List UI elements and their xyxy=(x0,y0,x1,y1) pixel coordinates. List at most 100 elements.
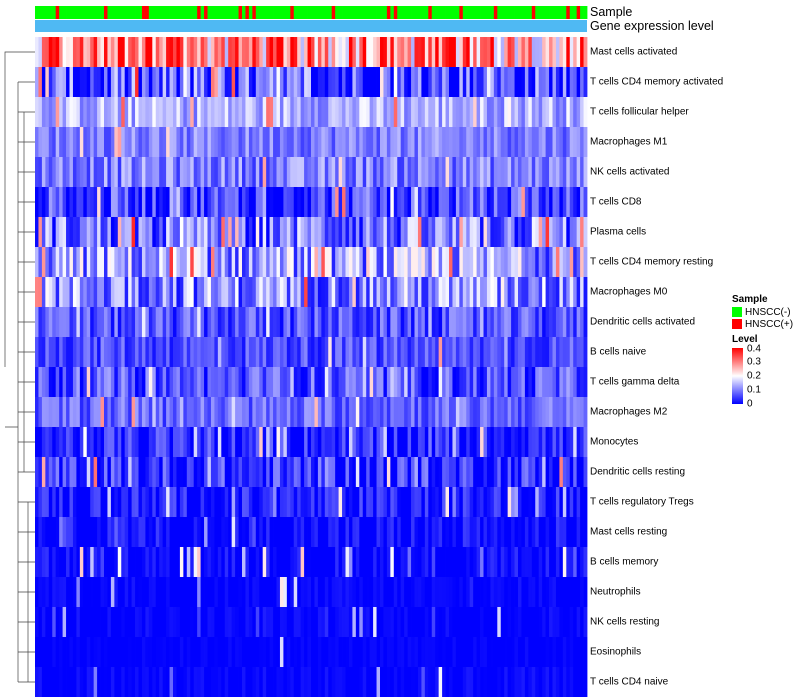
heatmap-cell xyxy=(117,457,122,487)
heatmap-cell xyxy=(79,517,84,547)
heatmap-cell xyxy=(417,67,422,97)
heatmap-cell xyxy=(459,127,464,157)
heatmap-cell xyxy=(459,487,464,517)
heatmap-cell xyxy=(321,337,326,367)
heatmap-cell xyxy=(242,487,246,517)
heatmap-cell xyxy=(104,637,108,667)
heatmap-cell xyxy=(538,37,543,67)
heatmap-cell xyxy=(283,217,288,247)
heatmap-cell xyxy=(518,427,522,457)
heatmap-cell xyxy=(110,517,115,547)
heatmap-cell xyxy=(41,337,46,367)
heatmap-cell xyxy=(59,457,63,487)
heatmap-cell xyxy=(83,367,88,397)
heatmap-cell xyxy=(397,637,402,667)
heatmap-cell xyxy=(210,127,215,157)
heatmap-cell xyxy=(348,127,353,157)
heatmap-cell xyxy=(535,187,540,217)
heatmap-cell xyxy=(445,97,450,127)
heatmap-cell xyxy=(335,37,339,67)
heatmap-cell xyxy=(166,667,170,697)
heatmap-cell xyxy=(266,607,270,637)
heatmap-cell xyxy=(131,127,136,157)
heatmap-cell xyxy=(124,367,129,397)
heatmap-cell xyxy=(493,217,498,247)
heatmap-cell xyxy=(190,97,195,127)
heatmap-cell xyxy=(207,457,212,487)
heatmap-cell xyxy=(86,457,91,487)
heatmap-cell xyxy=(245,217,250,247)
heatmap-cell xyxy=(549,667,553,697)
heatmap-cell xyxy=(38,277,43,307)
heatmap-cell xyxy=(176,457,181,487)
heatmap-cell xyxy=(290,397,295,427)
heatmap-cell xyxy=(107,577,112,607)
heatmap-cell xyxy=(542,397,546,427)
heatmap-cell xyxy=(373,307,377,337)
heatmap-cell xyxy=(110,637,115,667)
heatmap-cell xyxy=(169,637,174,667)
heatmap-cell xyxy=(369,487,374,517)
heatmap-cell xyxy=(562,607,567,637)
heatmap-cell xyxy=(200,547,205,577)
heatmap-cell xyxy=(390,427,395,457)
heatmap-cell xyxy=(442,157,446,187)
heatmap-cell xyxy=(469,607,474,637)
heatmap-cell xyxy=(438,457,443,487)
heatmap-cell xyxy=(383,157,388,187)
heatmap-cell xyxy=(114,217,119,247)
heatmap-cell xyxy=(266,457,270,487)
heatmap-cell xyxy=(345,427,350,457)
heatmap-cell xyxy=(362,157,367,187)
heatmap-cell xyxy=(245,637,250,667)
heatmap-cell xyxy=(276,607,281,637)
heatmap-cell xyxy=(486,37,491,67)
heatmap-cell xyxy=(376,187,381,217)
heatmap-cell xyxy=(348,277,353,307)
heatmap-cell xyxy=(511,337,515,367)
heatmap-cell xyxy=(462,577,467,607)
heatmap-cell xyxy=(331,637,336,667)
heatmap-cell xyxy=(252,277,257,307)
heatmap-cell xyxy=(476,187,481,217)
heatmap-cell xyxy=(386,337,391,367)
heatmap-cell xyxy=(279,187,284,217)
heatmap-cell xyxy=(41,607,46,637)
heatmap-cell xyxy=(224,517,229,547)
heatmap-cell xyxy=(549,97,553,127)
heatmap-cell xyxy=(300,67,305,97)
heatmap-cell xyxy=(493,157,498,187)
heatmap-cell xyxy=(259,187,264,217)
heatmap-cell xyxy=(314,457,319,487)
heatmap-cell xyxy=(449,157,453,187)
heatmap-cell xyxy=(562,277,567,307)
heatmap-cell xyxy=(179,427,184,457)
heatmap-cell xyxy=(300,577,305,607)
heatmap-cell xyxy=(217,517,222,547)
heatmap-cell xyxy=(210,607,215,637)
heatmap-cell xyxy=(469,577,474,607)
heatmap-cell xyxy=(386,307,391,337)
heatmap-cell xyxy=(317,637,322,667)
heatmap-cell xyxy=(507,367,512,397)
heatmap-cell xyxy=(559,337,564,367)
heatmap-cell xyxy=(580,187,584,217)
heatmap-cell xyxy=(186,67,191,97)
heatmap-cell xyxy=(473,487,477,517)
heatmap-cell xyxy=(459,67,464,97)
heatmap-cell xyxy=(100,637,105,667)
heatmap-cell xyxy=(121,637,126,667)
heatmap-cell xyxy=(207,427,212,457)
heatmap-cell xyxy=(276,457,281,487)
heatmap-cell xyxy=(214,127,219,157)
heatmap-cell xyxy=(228,427,233,457)
heatmap-cell xyxy=(162,247,167,277)
heatmap-cell xyxy=(486,187,491,217)
heatmap-cell xyxy=(297,397,302,427)
heatmap-cell xyxy=(369,667,374,697)
heatmap-cell xyxy=(110,427,115,457)
heatmap-cell xyxy=(324,97,329,127)
heatmap-cell xyxy=(383,97,388,127)
heatmap-cell xyxy=(262,217,267,247)
sample-track-cell xyxy=(359,6,364,19)
